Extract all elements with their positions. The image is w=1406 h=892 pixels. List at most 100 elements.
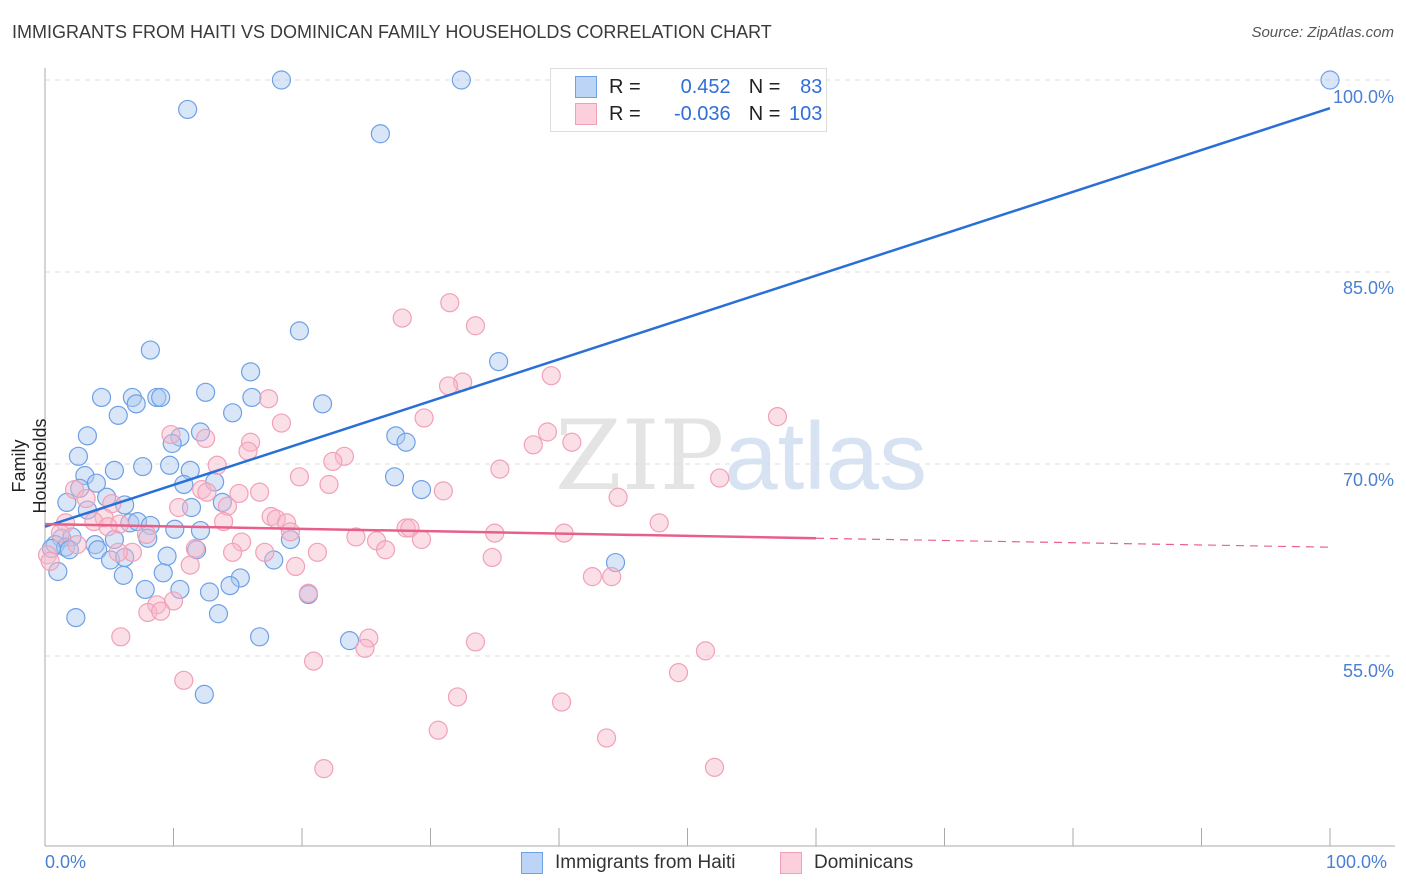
- dominicans-point: [710, 468, 730, 488]
- haiti-point: [104, 460, 124, 480]
- dominicans-point: [280, 522, 301, 542]
- dominicans-point: [334, 446, 355, 466]
- dominicans-point: [346, 527, 366, 547]
- dominicans-point: [392, 308, 412, 328]
- haiti-point: [157, 546, 177, 566]
- legend-label: Immigrants from Haiti: [555, 852, 736, 873]
- dominicans-point: [285, 556, 306, 577]
- haiti-point: [208, 604, 229, 624]
- y-tick-label: 85.0%: [1342, 278, 1394, 298]
- haiti-point: [196, 382, 216, 402]
- dominicans-swatch: [780, 852, 802, 874]
- haiti-point: [140, 340, 160, 360]
- haiti-point: [249, 627, 270, 647]
- haiti-point: [230, 568, 250, 588]
- dominicans-point: [314, 759, 334, 779]
- dominicans-point: [447, 687, 468, 707]
- dominicans-point: [289, 467, 310, 487]
- dominicans-point: [541, 366, 561, 386]
- haiti-point: [223, 403, 243, 423]
- legend-item-dominicans[interactable]: Dominicans: [780, 852, 913, 874]
- dominicans-point: [307, 542, 328, 562]
- dominicans-point: [551, 692, 572, 712]
- haiti-point: [190, 422, 211, 442]
- haiti-point: [312, 394, 333, 414]
- r-label: R =: [609, 75, 641, 98]
- haiti-point: [241, 362, 261, 382]
- haiti-point: [75, 465, 95, 486]
- dominicans-point: [50, 523, 71, 543]
- dominicans-point: [323, 451, 343, 472]
- haiti-point: [289, 321, 310, 341]
- haiti-point: [220, 575, 240, 596]
- dominicans-point: [76, 488, 96, 509]
- haiti-point: [199, 582, 220, 602]
- dominicans-point: [229, 483, 249, 504]
- haiti-point: [194, 684, 214, 705]
- x-tick-label: 100.0%: [1326, 852, 1388, 872]
- legend-item-haiti[interactable]: Immigrants from Haiti: [521, 852, 736, 874]
- dominicans-point: [596, 728, 617, 748]
- r-value: 0.452: [680, 75, 731, 98]
- dominicans-point: [490, 459, 510, 479]
- haiti-point: [190, 520, 211, 541]
- dominicans-point: [359, 628, 379, 648]
- haiti-point: [242, 387, 262, 408]
- dominicans-point: [440, 293, 460, 313]
- haiti-point: [126, 394, 146, 414]
- dominicans-point: [223, 542, 243, 562]
- haiti-point: [108, 405, 128, 425]
- r-value: -0.036: [673, 102, 731, 125]
- dominicans-point: [523, 435, 543, 455]
- haiti-point: [396, 432, 416, 452]
- haiti-point: [68, 446, 89, 466]
- dominicans-point: [411, 529, 432, 550]
- haiti-point: [489, 352, 509, 372]
- dominicans-point: [174, 670, 194, 690]
- dominicans-point: [602, 567, 622, 587]
- dominicans-point: [258, 389, 279, 409]
- haiti-point: [120, 513, 140, 533]
- dominicans-point: [122, 542, 142, 562]
- dominicans-point: [196, 428, 216, 448]
- dominicans-point: [400, 518, 420, 538]
- dominicans-point: [136, 524, 157, 545]
- haiti-swatch: [575, 76, 597, 98]
- dominicans-point: [649, 513, 669, 533]
- legend-label: Dominicans: [814, 852, 914, 873]
- watermark: ZIPatlas: [555, 400, 927, 512]
- y-axis-label: Family Households: [9, 418, 50, 514]
- chart-source: Source: ZipAtlas.com: [1251, 24, 1394, 41]
- stats-legend: R = 0.452 N = 83 R = -0.036 N = 103: [550, 68, 827, 132]
- dominicans-point: [433, 481, 453, 501]
- dominicans-point: [695, 641, 716, 661]
- n-label: N =: [748, 102, 781, 125]
- dominicans-point: [608, 487, 628, 507]
- dominicans-point: [319, 474, 339, 495]
- dominicans-point: [465, 632, 486, 652]
- y-tick-label: 100.0%: [1332, 87, 1394, 107]
- x-tick-label: 0.0%: [45, 852, 87, 872]
- n-value: 103: [789, 102, 823, 125]
- haiti-point: [170, 579, 190, 600]
- haiti-point: [133, 456, 153, 477]
- haiti-point: [48, 561, 68, 582]
- haiti-point: [339, 631, 360, 651]
- legend-row-haiti: R = 0.452 N = 83: [575, 74, 822, 100]
- legend-row-dominicans: R = -0.036 N = 103: [575, 101, 822, 127]
- n-label: N =: [748, 75, 781, 98]
- dominicans-point: [704, 757, 725, 777]
- dominicans-point: [151, 601, 171, 621]
- dominicans-point: [375, 540, 396, 560]
- y-tick-label: 55.0%: [1342, 661, 1394, 681]
- haiti-point: [386, 426, 406, 446]
- haiti-point: [271, 70, 292, 90]
- dominicans-point: [428, 720, 448, 740]
- dominicans-point: [192, 480, 212, 500]
- dominicans-point: [185, 538, 205, 559]
- dominicans-point: [303, 651, 324, 671]
- dominicans-point: [180, 555, 200, 575]
- haiti-point: [151, 387, 171, 408]
